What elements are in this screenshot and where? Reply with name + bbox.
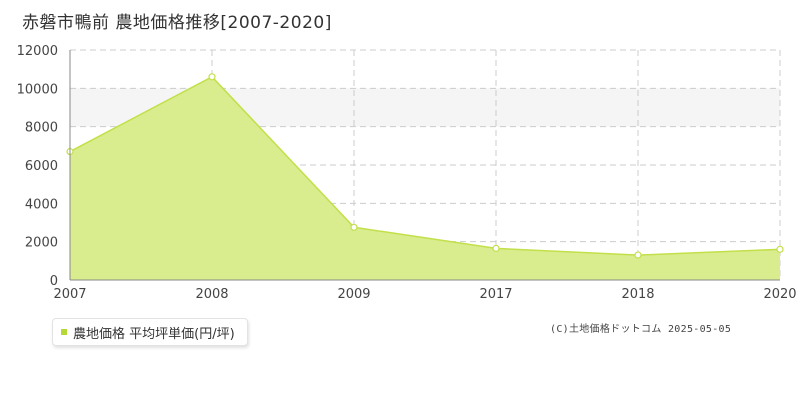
data-point <box>776 245 784 253</box>
x-tick-label: 2008 <box>195 287 228 302</box>
legend: 農地価格 平均坪単価(円/坪) <box>52 318 248 346</box>
y-tick-label: 8000 <box>25 121 58 136</box>
series-area <box>70 76 780 280</box>
y-tick-label: 6000 <box>25 159 58 174</box>
series-line <box>69 75 781 256</box>
y-tick-label: 2000 <box>25 236 58 251</box>
x-tick-label: 2009 <box>337 287 370 302</box>
legend-swatch <box>61 329 67 335</box>
axes <box>69 50 780 281</box>
y-tick-label: 10000 <box>17 82 58 97</box>
y-tick-label: 12000 <box>17 44 58 59</box>
data-point <box>492 244 500 252</box>
credit-text: (C)土地価格ドットコム 2025-05-05 <box>550 324 732 335</box>
data-point <box>208 73 216 81</box>
x-tick-label: 2007 <box>53 287 86 302</box>
x-tick-label: 2017 <box>479 287 512 302</box>
x-tick-labels: 2007 2008 2009 2017 2018 2020 <box>53 287 796 302</box>
x-tick-label: 2018 <box>621 287 654 302</box>
y-tick-label: 4000 <box>25 197 58 212</box>
y-tick-labels: 0 2000 4000 6000 8000 10000 12000 <box>17 44 58 289</box>
y-tick-label: 0 <box>50 274 58 289</box>
legend-label: 農地価格 平均坪単価(円/坪) <box>73 326 235 342</box>
data-point <box>634 251 642 259</box>
x-tick-label: 2020 <box>763 287 796 302</box>
data-point <box>350 223 358 231</box>
chart-title: 赤磐市鴨前 農地価格推移[2007-2020] <box>22 13 332 33</box>
